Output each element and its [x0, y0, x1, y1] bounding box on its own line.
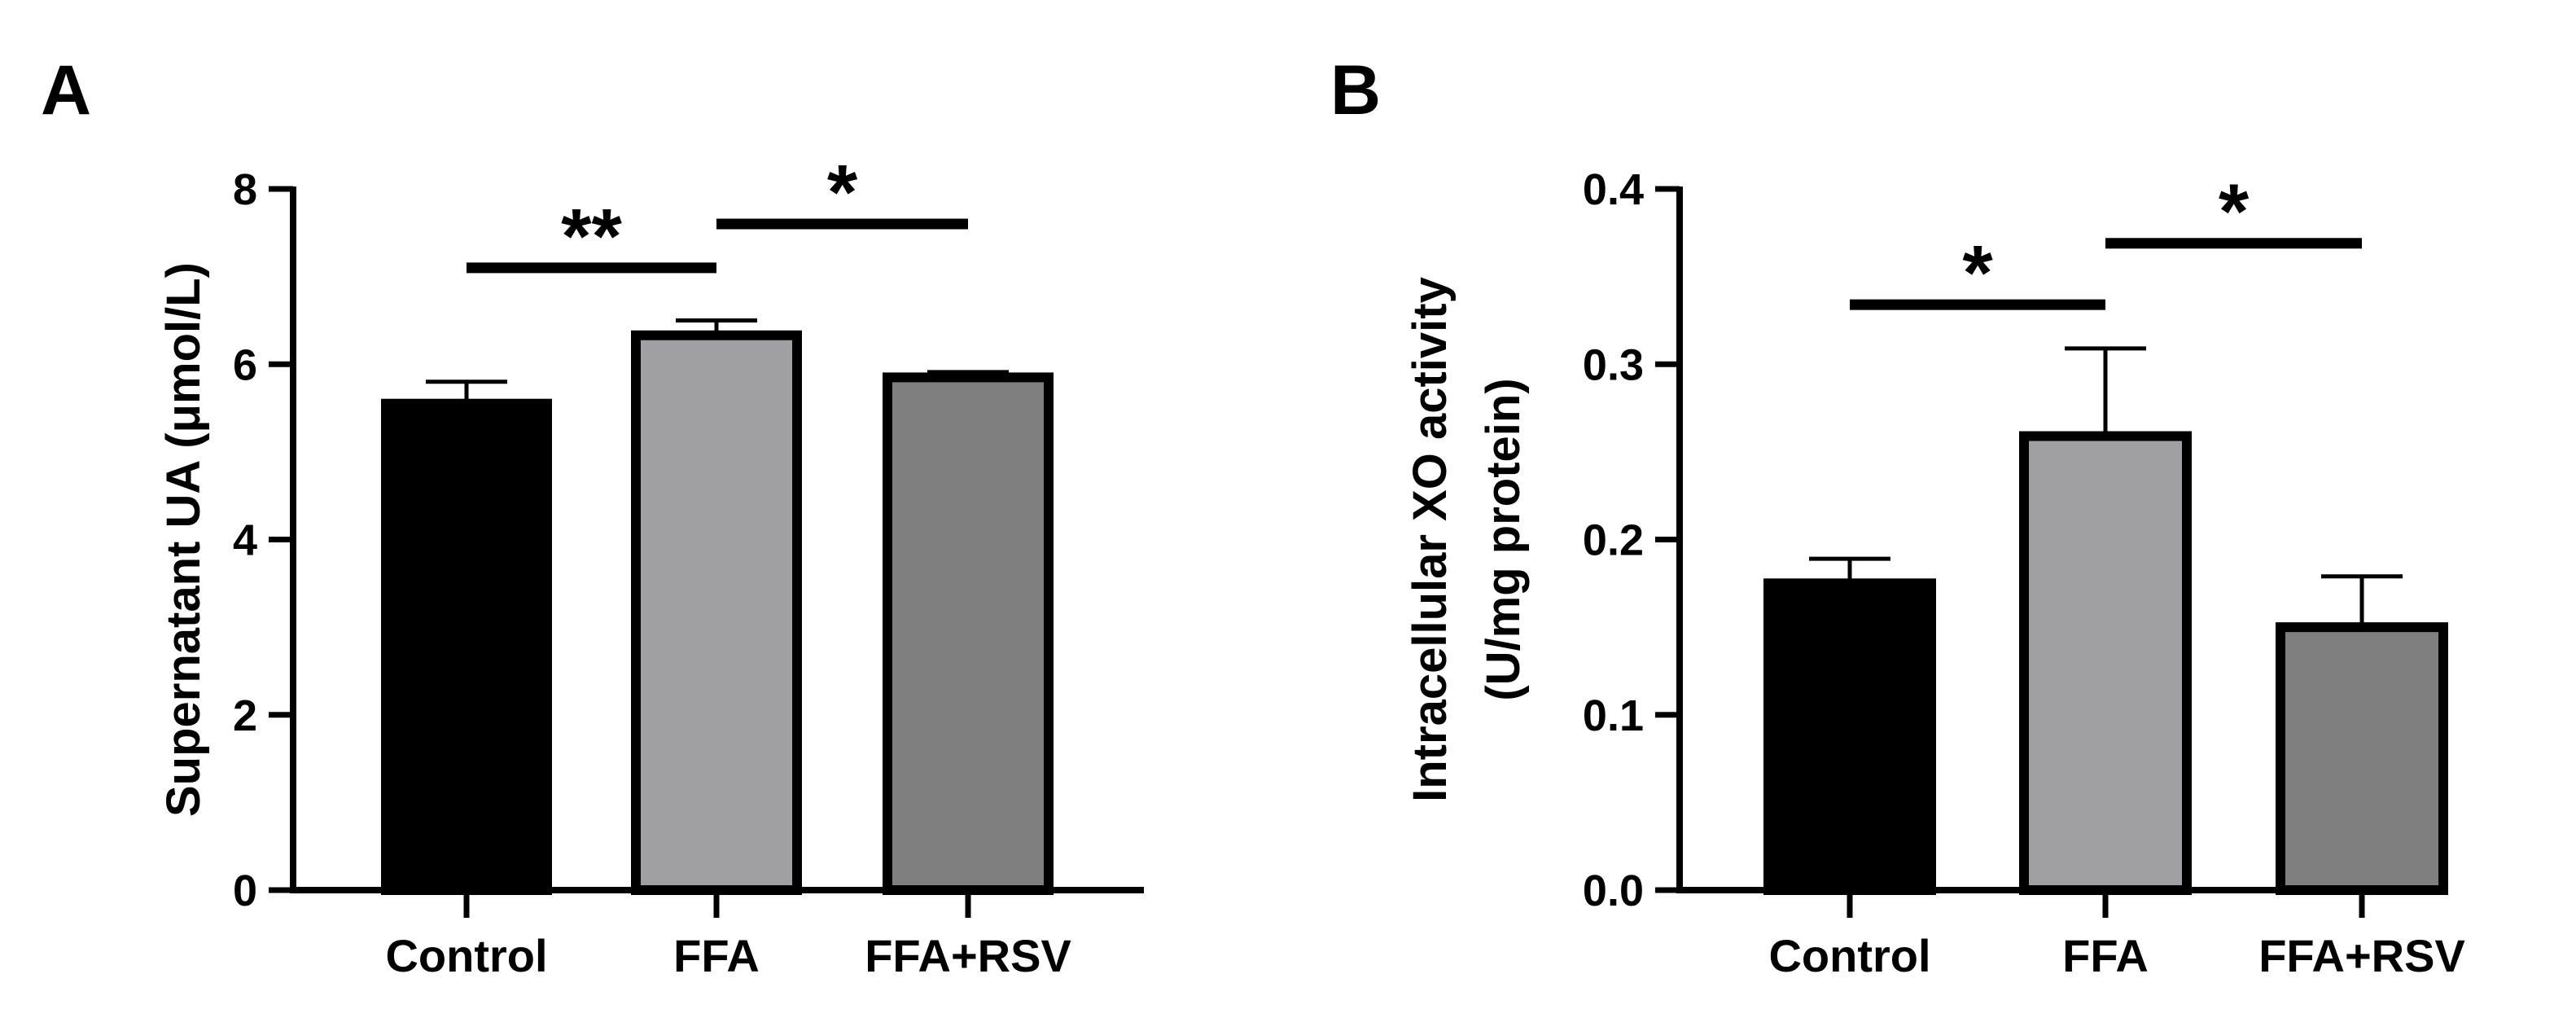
- bar-ffa-rsv: [2276, 622, 2448, 895]
- bar-ffa: [631, 330, 802, 895]
- y-tick-label: 6: [233, 340, 257, 389]
- y-tick-label: 0.3: [1583, 340, 1644, 389]
- y-tick-label: 2: [233, 691, 257, 740]
- y-axis-title-line2: (U/mg protein): [1477, 378, 1530, 700]
- bar-ffa-rsv: [883, 372, 1054, 895]
- y-tick-label: 4: [233, 516, 257, 565]
- x-tick-label: FFA+RSV: [865, 930, 1071, 981]
- significance-marker: *: [827, 149, 858, 236]
- x-tick-label: FFA: [673, 930, 760, 981]
- panel-label: A: [41, 51, 91, 129]
- x-tick-label: FFA+RSV: [2258, 930, 2465, 981]
- bar-control: [1763, 578, 1936, 895]
- significance-marker: *: [2219, 169, 2250, 256]
- x-tick-label: Control: [385, 930, 547, 981]
- panel-label: B: [1330, 51, 1381, 129]
- bar-ffa: [2019, 431, 2192, 895]
- y-axis-title: Intracellular XO activity: [1404, 277, 1457, 802]
- x-tick-label: FFA: [2062, 930, 2149, 981]
- chart-panel-b: B 0.0 0.1 0.2 0.3 0.4 Intracellular XO activit…: [1330, 51, 2465, 981]
- x-tick-label: Control: [1768, 930, 1930, 981]
- y-tick-label: 0.2: [1583, 516, 1644, 565]
- y-axis-title: Supernatant UA (μmol/L): [157, 262, 210, 817]
- significance-marker: *: [1962, 230, 1993, 317]
- bar-control: [381, 398, 552, 895]
- significance-marker: **: [561, 193, 622, 280]
- y-tick-label: 0.1: [1583, 691, 1644, 740]
- y-tick-label: 8: [233, 165, 257, 214]
- y-tick-label: 0.4: [1583, 165, 1644, 214]
- chart-panel-a: A 0 2 4 6 8 Supernatant UA (μmol/L) Control FFA F…: [41, 51, 1144, 981]
- y-tick-label: 0: [233, 866, 257, 915]
- y-tick-label: 0.0: [1583, 866, 1644, 915]
